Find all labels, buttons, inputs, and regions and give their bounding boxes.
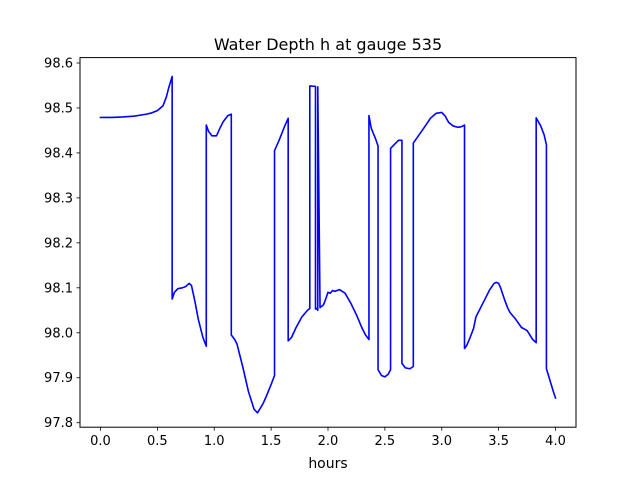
- x-tick-label: 0.0: [90, 434, 111, 449]
- y-tick-label: 98.3: [44, 191, 73, 206]
- x-tick-label: 2.5: [375, 434, 396, 449]
- x-tick-label: 4.0: [545, 434, 566, 449]
- y-tick-label: 98.2: [44, 236, 73, 251]
- chart-title: Water Depth h at gauge 535: [214, 35, 442, 54]
- y-tick-label: 98.6: [44, 56, 73, 71]
- series-line: [99, 75, 557, 414]
- y-tick-label: 98.5: [44, 101, 73, 116]
- x-tick-label: 3.0: [431, 434, 452, 449]
- x-tick-label: 3.5: [488, 434, 509, 449]
- x-axis: 0.0 0.5 1.0 1.5 2.0 2.5 3.0 3.5 4.0: [90, 427, 566, 449]
- x-tick-label: 2.0: [318, 434, 339, 449]
- plot-frame: [79, 57, 577, 428]
- y-tick-label: 97.9: [44, 371, 73, 386]
- x-tick-label: 0.5: [147, 434, 168, 449]
- x-axis-label: hours: [308, 456, 347, 472]
- x-tick-label: 1.5: [261, 434, 282, 449]
- y-axis: 97.8 97.9 98.0 98.1 98.2 98.3 98.4 98.5 98.6: [44, 56, 80, 431]
- plot-area: 0.0 0.5 1.0 1.5 2.0 2.5 3.0 3.5 4.0 97.8 97.9 98.0…: [44, 56, 577, 449]
- x-tick-label: 1.0: [204, 434, 225, 449]
- y-tick-label: 98.0: [44, 326, 73, 341]
- y-tick-label: 98.1: [44, 281, 73, 296]
- y-tick-label: 98.4: [44, 146, 73, 161]
- y-tick-label: 97.8: [44, 416, 73, 431]
